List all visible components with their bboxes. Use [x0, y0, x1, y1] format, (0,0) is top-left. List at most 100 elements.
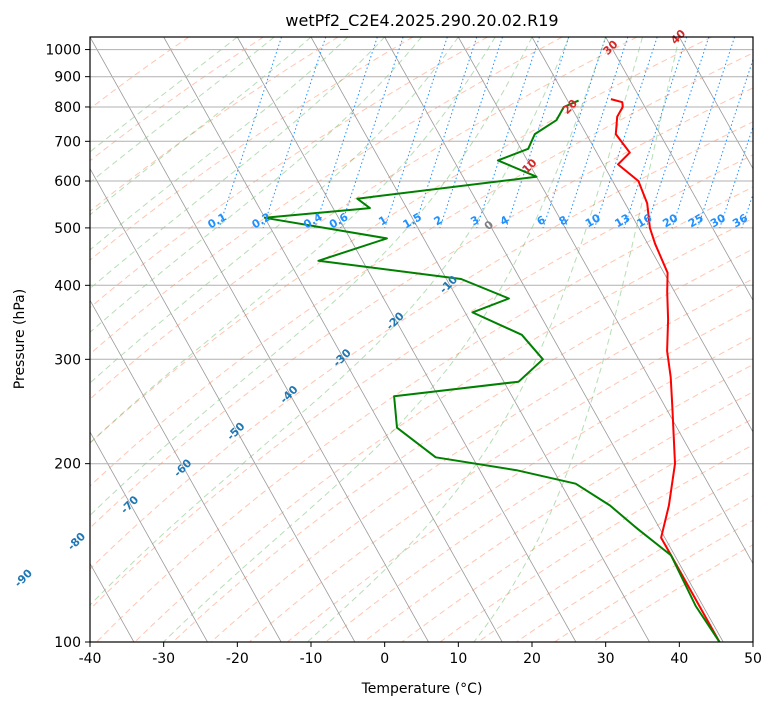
- mixing-ratio-line: [697, 57, 753, 229]
- moist-adiabat: [90, 37, 496, 444]
- isotherm-label: 0: [482, 218, 497, 233]
- isotherm-line: [678, 37, 753, 170]
- y-axis-label: Pressure (hPa): [12, 289, 28, 389]
- isotherm-line: [605, 37, 753, 302]
- x-tick-label: 0: [380, 651, 389, 667]
- dry-adiabat: [90, 87, 753, 529]
- isotherm-label: -30: [331, 346, 354, 369]
- mixing-ratio-line: [413, 37, 478, 229]
- dry-adiabat: [325, 363, 753, 642]
- dry-adiabat: [90, 37, 339, 212]
- isotherm-line: [90, 299, 282, 642]
- x-tick-label: -30: [152, 651, 175, 667]
- moist-adiabat: [90, 37, 275, 184]
- moist-adiabat: [90, 37, 570, 606]
- isotherm-label: 30: [601, 37, 621, 57]
- x-tick-label: -40: [79, 651, 102, 667]
- dry-adiabat: [439, 444, 753, 642]
- dry-adiabat: [134, 217, 753, 642]
- dry-adiabat: [96, 186, 753, 642]
- dry-adiabat: [90, 121, 753, 570]
- isotherm-label: -70: [118, 493, 141, 516]
- moist-adiabat: [307, 37, 643, 642]
- dry-adiabat: [401, 417, 753, 642]
- x-tick-label: -10: [300, 651, 323, 667]
- y-tick-label: 800: [54, 100, 81, 116]
- x-tick-label: 10: [449, 651, 467, 667]
- plot-frame: [89, 36, 754, 643]
- dry-adiabat: [363, 391, 753, 642]
- dry-adiabat: [90, 154, 753, 611]
- y-tick-label: 600: [54, 174, 81, 190]
- y-tick-label: 500: [54, 221, 81, 237]
- isotherm-line: [384, 37, 724, 642]
- mixing-ratio-label: 1: [376, 213, 389, 228]
- isotherm-line: [90, 167, 356, 642]
- dry-adiabat: [90, 37, 488, 309]
- dry-adiabat: [90, 37, 638, 400]
- dry-adiabat: [210, 278, 753, 642]
- mixing-ratio-line: [542, 37, 607, 229]
- x-axis-ticks: -40 -30 -20 -10 0 10 20 30 40 50: [79, 642, 762, 667]
- moist-adiabat: [90, 37, 422, 333]
- dry-adiabat: [90, 37, 563, 355]
- mixing-ratio-line: [645, 37, 710, 229]
- y-tick-label: 200: [54, 457, 81, 473]
- chart-title: wetPf2_C2E4.2025.290.20.02.R19: [285, 11, 558, 31]
- dry-adiabat: [90, 37, 190, 110]
- mixing-ratio-line: [594, 37, 658, 229]
- mixing-ratio-line: [384, 37, 448, 229]
- moist-adiabat: [90, 37, 238, 153]
- moist-adiabat: [473, 37, 680, 642]
- dry-adiabat: [90, 52, 753, 487]
- dry-adiabat: [90, 37, 712, 444]
- background-grid: [0, 37, 753, 642]
- isotherm-line: [0, 37, 60, 642]
- mixing-ratio-label: 4: [498, 213, 511, 228]
- mixing-ratio-line: [218, 37, 282, 229]
- x-tick-label: 30: [597, 651, 615, 667]
- isotherm-line: [90, 431, 208, 642]
- dry-adiabat: [516, 495, 753, 642]
- isotherm-label: -90: [12, 566, 35, 589]
- isotherm-line: [457, 37, 753, 565]
- isotherm-line: [310, 37, 650, 642]
- moist-adiabat: [90, 37, 312, 216]
- y-axis-ticks: 100 200 300 400 500 600 700 800 900 1000: [45, 43, 90, 651]
- x-tick-label: 20: [523, 651, 541, 667]
- moist-adiabat: [90, 37, 386, 290]
- x-axis-label: Temperature (°C): [361, 681, 483, 697]
- x-tick-label: 40: [670, 651, 688, 667]
- y-tick-label: 400: [54, 278, 81, 294]
- y-tick-label: 700: [54, 134, 81, 150]
- mixing-ratio-line: [671, 37, 736, 229]
- mixing-ratio-line: [314, 37, 378, 229]
- moist-adiabat: [90, 37, 533, 517]
- isotherm-label: 10: [520, 156, 540, 176]
- isotherm-line: [236, 37, 577, 642]
- mixing-ratio-line: [719, 125, 753, 229]
- mixing-ratio-line: [741, 192, 753, 229]
- moist-adiabat: [90, 37, 459, 384]
- dry-adiabat: [90, 37, 264, 162]
- mixing-ratio-line: [439, 37, 503, 229]
- mixing-ratio-label: 2: [432, 213, 445, 228]
- moist-adiabat: [90, 37, 349, 251]
- mixing-ratio-label: 8: [557, 213, 570, 228]
- isotherm-line: [163, 37, 503, 642]
- y-tick-label: 100: [54, 635, 81, 651]
- dry-adiabat: [287, 336, 753, 642]
- mixing-ratio-label: 6: [535, 213, 548, 228]
- y-tick-label: 900: [54, 70, 81, 86]
- x-tick-label: 50: [744, 651, 762, 667]
- mixing-ratio-line: [564, 37, 629, 229]
- sounding-curves: [263, 98, 721, 642]
- mixing-ratio-line: [340, 37, 404, 229]
- y-tick-label: 300: [54, 352, 81, 368]
- x-tick-label: -20: [226, 651, 249, 667]
- mixing-ratio-line: [476, 37, 540, 229]
- dry-adiabat: [90, 37, 414, 261]
- isotherm-label: -20: [384, 309, 407, 332]
